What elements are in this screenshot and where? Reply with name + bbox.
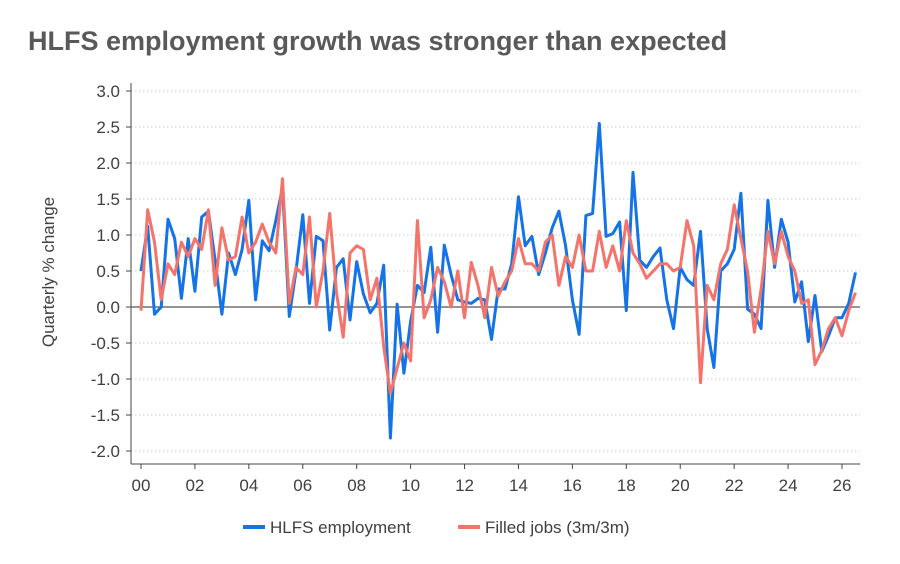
y-tick-labels: 3.0 2.5 2.0 1.5 1.0 0.5 0.0 -0.5 -1.0 -1.5 -2.0 <box>91 82 131 461</box>
x-tick-label: 24 <box>779 476 798 495</box>
gridlines <box>131 90 860 452</box>
legend-label-filled-jobs: Filled jobs (3m/3m) <box>485 518 630 537</box>
x-tick-label: 02 <box>185 476 204 495</box>
x-tick-label: 18 <box>617 476 636 495</box>
x-tick-label: 08 <box>347 476 366 495</box>
legend-label-hlfs: HLFS employment <box>270 518 411 537</box>
x-tick-label: 04 <box>239 476 258 495</box>
series-lines <box>139 121 857 440</box>
y-tick-label: 2.5 <box>96 118 120 137</box>
y-tick-label: 2.0 <box>96 154 120 173</box>
y-tick-label: -1.5 <box>91 406 120 425</box>
legend: HLFS employment Filled jobs (3m/3m) <box>243 518 630 537</box>
x-tick-label: 06 <box>293 476 312 495</box>
hlfs-employment-line <box>139 121 857 440</box>
chart-title: HLFS employment growth was stronger than… <box>28 26 728 56</box>
x-tick-label: 16 <box>563 476 582 495</box>
y-tick-label: -2.0 <box>91 442 120 461</box>
y-tick-label: -0.5 <box>91 334 120 353</box>
x-tick-label: 12 <box>455 476 474 495</box>
y-tick-label: -1.0 <box>91 370 120 389</box>
y-tick-label: 1.0 <box>96 226 120 245</box>
x-tick-label: 20 <box>671 476 690 495</box>
filled-jobs-line <box>139 177 857 395</box>
y-tick-label: 3.0 <box>96 82 120 101</box>
x-tick-label: 22 <box>725 476 744 495</box>
y-tick-label: 0.5 <box>96 262 120 281</box>
x-tick-label: 10 <box>401 476 420 495</box>
x-tick-label: 00 <box>132 476 151 495</box>
y-tick-label: 1.5 <box>96 190 120 209</box>
x-tick-labels: 00 02 04 06 08 10 12 14 16 18 20 22 24 26 <box>132 464 852 495</box>
y-axis-label: Quarterly % change <box>39 197 58 347</box>
x-tick-label: 26 <box>833 476 852 495</box>
y-tick-label: 0.0 <box>96 298 120 317</box>
x-tick-label: 14 <box>509 476 528 495</box>
